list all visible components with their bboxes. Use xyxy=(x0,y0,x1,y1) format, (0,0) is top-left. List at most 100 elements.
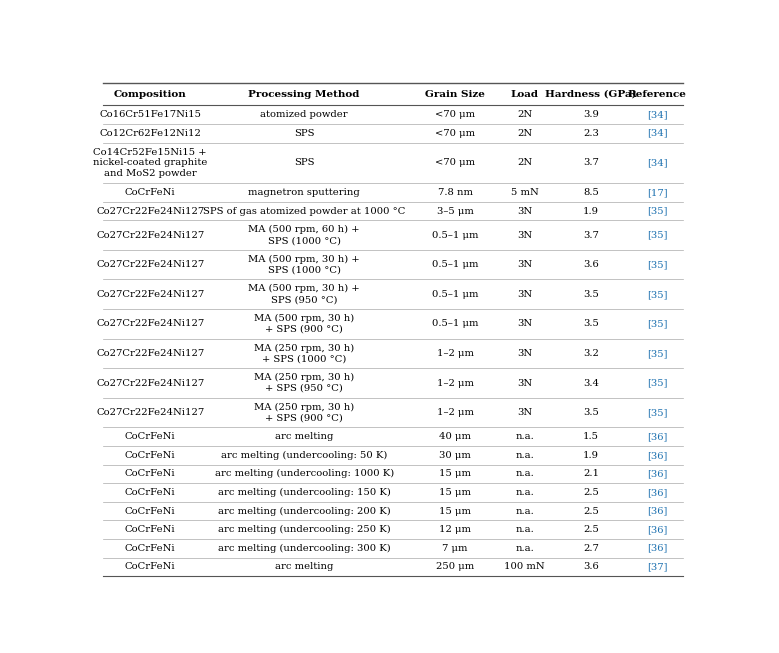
Text: Co14Cr52Fe15Ni15 +
nickel-coated graphite
and MoS2 powder: Co14Cr52Fe15Ni15 + nickel-coated graphit… xyxy=(93,148,207,178)
Text: 2.5: 2.5 xyxy=(583,525,599,534)
Text: 0.5–1 μm: 0.5–1 μm xyxy=(432,260,478,269)
Text: 3.9: 3.9 xyxy=(583,110,599,119)
Text: Co27Cr22Fe24Ni127: Co27Cr22Fe24Ni127 xyxy=(96,260,204,269)
Text: n.a.: n.a. xyxy=(515,451,534,460)
Text: MA (250 rpm, 30 h)
+ SPS (1000 °C): MA (250 rpm, 30 h) + SPS (1000 °C) xyxy=(254,343,354,363)
Text: 2.5: 2.5 xyxy=(583,507,599,516)
Text: arc melting (undercooling: 50 K): arc melting (undercooling: 50 K) xyxy=(221,451,387,460)
Text: 8.5: 8.5 xyxy=(583,188,599,197)
Text: 0.5–1 μm: 0.5–1 μm xyxy=(432,319,478,328)
Text: SPS: SPS xyxy=(294,129,315,138)
Text: [17]: [17] xyxy=(647,188,668,197)
Text: 2.1: 2.1 xyxy=(583,470,599,479)
Text: <70 μm: <70 μm xyxy=(435,129,475,138)
Text: 3.5: 3.5 xyxy=(583,290,599,299)
Text: 100 mN: 100 mN xyxy=(504,562,545,571)
Text: 1.9: 1.9 xyxy=(583,451,599,460)
Text: n.a.: n.a. xyxy=(515,525,534,534)
Text: n.a.: n.a. xyxy=(515,488,534,497)
Text: 3.6: 3.6 xyxy=(583,260,599,269)
Text: [36]: [36] xyxy=(647,507,668,516)
Text: 15 μm: 15 μm xyxy=(439,507,471,516)
Text: [35]: [35] xyxy=(647,206,668,215)
Text: 2.5: 2.5 xyxy=(583,488,599,497)
Text: [36]: [36] xyxy=(647,544,668,552)
Text: [35]: [35] xyxy=(647,319,668,328)
Text: 1.5: 1.5 xyxy=(583,432,599,441)
Text: Co16Cr51Fe17Ni15: Co16Cr51Fe17Ni15 xyxy=(99,110,201,119)
Text: 0.5–1 μm: 0.5–1 μm xyxy=(432,290,478,299)
Text: [35]: [35] xyxy=(647,290,668,299)
Text: MA (250 rpm, 30 h)
+ SPS (950 °C): MA (250 rpm, 30 h) + SPS (950 °C) xyxy=(254,373,354,393)
Text: [36]: [36] xyxy=(647,488,668,497)
Text: 3N: 3N xyxy=(517,349,532,358)
Text: CoCrFeNi: CoCrFeNi xyxy=(125,562,175,571)
Text: 3N: 3N xyxy=(517,379,532,387)
Text: 3.5: 3.5 xyxy=(583,408,599,417)
Text: arc melting: arc melting xyxy=(275,432,333,441)
Text: 2N: 2N xyxy=(517,158,532,167)
Text: n.a.: n.a. xyxy=(515,432,534,441)
Text: 3N: 3N xyxy=(517,290,532,299)
Text: MA (500 rpm, 60 h) +
SPS (1000 °C): MA (500 rpm, 60 h) + SPS (1000 °C) xyxy=(249,225,360,245)
Text: Co12Cr62Fe12Ni12: Co12Cr62Fe12Ni12 xyxy=(99,129,201,138)
Text: [34]: [34] xyxy=(647,110,668,119)
Text: Co27Cr22Fe24Ni127: Co27Cr22Fe24Ni127 xyxy=(96,231,204,240)
Text: [34]: [34] xyxy=(647,129,668,138)
Text: 3.4: 3.4 xyxy=(583,379,599,387)
Text: Co27Cr22Fe24Ni127: Co27Cr22Fe24Ni127 xyxy=(96,206,204,215)
Text: arc melting (undercooling: 250 K): arc melting (undercooling: 250 K) xyxy=(218,525,390,534)
Text: 0.5–1 μm: 0.5–1 μm xyxy=(432,231,478,240)
Text: Composition: Composition xyxy=(114,90,187,99)
Text: <70 μm: <70 μm xyxy=(435,110,475,119)
Text: [36]: [36] xyxy=(647,525,668,534)
Text: CoCrFeNi: CoCrFeNi xyxy=(125,525,175,534)
Text: CoCrFeNi: CoCrFeNi xyxy=(125,470,175,479)
Text: CoCrFeNi: CoCrFeNi xyxy=(125,432,175,441)
Text: 7.8 nm: 7.8 nm xyxy=(438,188,473,197)
Text: n.a.: n.a. xyxy=(515,544,534,552)
Text: 250 μm: 250 μm xyxy=(436,562,474,571)
Text: CoCrFeNi: CoCrFeNi xyxy=(125,188,175,197)
Text: 15 μm: 15 μm xyxy=(439,488,471,497)
Text: 40 μm: 40 μm xyxy=(439,432,471,441)
Text: Co27Cr22Fe24Ni127: Co27Cr22Fe24Ni127 xyxy=(96,349,204,358)
Text: [34]: [34] xyxy=(647,158,668,167)
Text: MA (500 rpm, 30 h)
+ SPS (900 °C): MA (500 rpm, 30 h) + SPS (900 °C) xyxy=(254,314,354,334)
Text: 3N: 3N xyxy=(517,408,532,417)
Text: 2N: 2N xyxy=(517,110,532,119)
Text: Load: Load xyxy=(510,90,538,99)
Text: n.a.: n.a. xyxy=(515,470,534,479)
Text: [35]: [35] xyxy=(647,349,668,358)
Text: 3.7: 3.7 xyxy=(583,158,599,167)
Text: Hardness (GPa): Hardness (GPa) xyxy=(545,90,636,99)
Text: SPS: SPS xyxy=(294,158,315,167)
Text: Reference: Reference xyxy=(628,90,687,99)
Text: CoCrFeNi: CoCrFeNi xyxy=(125,544,175,552)
Text: arc melting: arc melting xyxy=(275,562,333,571)
Text: 3N: 3N xyxy=(517,231,532,240)
Text: CoCrFeNi: CoCrFeNi xyxy=(125,451,175,460)
Text: MA (250 rpm, 30 h)
+ SPS (900 °C): MA (250 rpm, 30 h) + SPS (900 °C) xyxy=(254,403,354,422)
Text: 3–5 μm: 3–5 μm xyxy=(437,206,474,215)
Text: [35]: [35] xyxy=(647,231,668,240)
Text: atomized powder: atomized powder xyxy=(260,110,348,119)
Text: n.a.: n.a. xyxy=(515,507,534,516)
Text: [36]: [36] xyxy=(647,470,668,479)
Text: arc melting (undercooling: 200 K): arc melting (undercooling: 200 K) xyxy=(218,507,390,516)
Text: 1–2 μm: 1–2 μm xyxy=(436,408,474,417)
Text: 2.3: 2.3 xyxy=(583,129,599,138)
Text: CoCrFeNi: CoCrFeNi xyxy=(125,507,175,516)
Text: 1–2 μm: 1–2 μm xyxy=(436,349,474,358)
Text: arc melting (undercooling: 1000 K): arc melting (undercooling: 1000 K) xyxy=(214,470,393,479)
Text: magnetron sputtering: magnetron sputtering xyxy=(249,188,360,197)
Text: 15 μm: 15 μm xyxy=(439,470,471,479)
Text: 3.5: 3.5 xyxy=(583,319,599,328)
Text: <70 μm: <70 μm xyxy=(435,158,475,167)
Text: SPS of gas atomized powder at 1000 °C: SPS of gas atomized powder at 1000 °C xyxy=(203,206,405,215)
Text: 12 μm: 12 μm xyxy=(439,525,471,534)
Text: 1.9: 1.9 xyxy=(583,206,599,215)
Text: 2.7: 2.7 xyxy=(583,544,599,552)
Text: CoCrFeNi: CoCrFeNi xyxy=(125,488,175,497)
Text: [35]: [35] xyxy=(647,379,668,387)
